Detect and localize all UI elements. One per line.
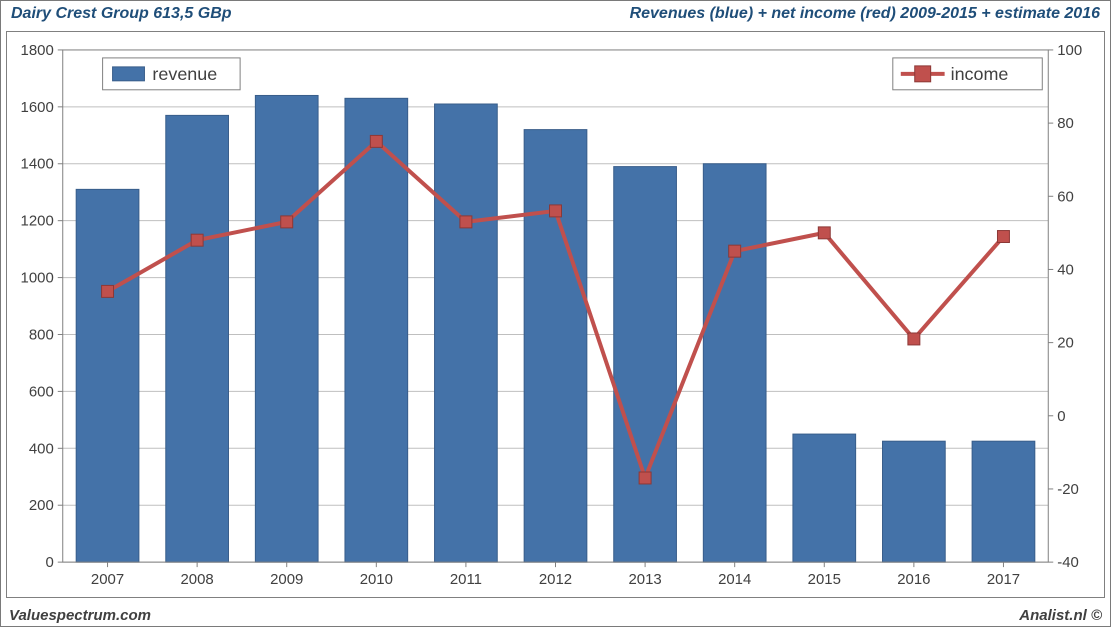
revenue-bar xyxy=(703,164,766,562)
legend-revenue-swatch xyxy=(113,67,145,81)
y-right-tick-label: 60 xyxy=(1057,188,1074,205)
income-marker xyxy=(191,234,203,246)
revenue-bar xyxy=(166,115,229,562)
income-marker xyxy=(639,472,651,484)
chart-svg: 0 200 400 600 800 1000 1200 1400 1600 1800 -40 -20 0… xyxy=(7,32,1104,597)
x-tick-label: 2010 xyxy=(360,571,393,588)
income-marker xyxy=(370,135,382,147)
legend-income-marker xyxy=(915,66,931,82)
x-tick-label: 2017 xyxy=(987,571,1020,588)
revenue-bar xyxy=(345,98,408,562)
x-tick-label: 2009 xyxy=(270,571,303,588)
income-marker xyxy=(460,216,472,228)
y-left-tick-label: 1600 xyxy=(21,99,54,116)
footer: Valuespectrum.com Analist.nl © xyxy=(1,607,1110,624)
income-marker xyxy=(729,245,741,257)
y-right-tick-label: 0 xyxy=(1057,408,1065,425)
footer-right: Analist.nl © xyxy=(1019,607,1102,624)
revenue-bar xyxy=(614,167,677,563)
revenue-bar xyxy=(793,434,856,562)
footer-left: Valuespectrum.com xyxy=(9,607,151,624)
legend-income-label: income xyxy=(951,64,1009,84)
y-left-tick-label: 0 xyxy=(45,554,53,571)
x-tick-label: 2014 xyxy=(718,571,751,588)
y-left-tick-label: 1200 xyxy=(21,213,54,230)
revenue-bar xyxy=(255,95,318,562)
revenue-bar xyxy=(883,441,946,562)
x-tick-label: 2007 xyxy=(91,571,124,588)
revenue-bar xyxy=(76,189,139,562)
y-right-tick-label: 80 xyxy=(1057,115,1074,132)
revenue-bar xyxy=(972,441,1035,562)
income-marker xyxy=(550,205,562,217)
y-right-tick-label: 20 xyxy=(1057,335,1074,352)
y-right-tick-label: 100 xyxy=(1057,42,1082,59)
x-tick-label: 2013 xyxy=(628,571,661,588)
chart-frame: Dairy Crest Group 613,5 GBp Revenues (bl… xyxy=(0,0,1111,627)
x-tick-label: 2011 xyxy=(450,571,482,588)
header: Dairy Crest Group 613,5 GBp Revenues (bl… xyxy=(1,1,1110,33)
y-left-tick-label: 400 xyxy=(29,440,54,457)
income-marker xyxy=(281,216,293,228)
x-tick-label: 2012 xyxy=(539,571,572,588)
y-left-tick-label: 600 xyxy=(29,383,54,400)
y-right-tick-label: -20 xyxy=(1057,481,1079,498)
income-marker xyxy=(997,231,1009,243)
y-left-tick-label: 800 xyxy=(29,326,54,343)
y-right-tick-label: -40 xyxy=(1057,554,1079,571)
revenue-bar xyxy=(524,130,587,563)
y-left-tick-label: 200 xyxy=(29,497,54,514)
x-tick-label: 2015 xyxy=(808,571,841,588)
chart-area: 0 200 400 600 800 1000 1200 1400 1600 1800 -40 -20 0… xyxy=(6,31,1105,598)
x-tick-label: 2016 xyxy=(897,571,930,588)
y-left-tick-label: 1400 xyxy=(21,156,54,173)
income-marker xyxy=(102,285,114,297)
x-tick-label: 2008 xyxy=(181,571,214,588)
y-left-tick-label: 1000 xyxy=(21,270,54,287)
title-right: Revenues (blue) + net income (red) 2009-… xyxy=(630,5,1100,23)
legend-revenue-label: revenue xyxy=(152,64,217,84)
y-right-tick-label: 40 xyxy=(1057,261,1074,278)
y-left-tick-label: 1800 xyxy=(21,42,54,59)
income-marker xyxy=(818,227,830,239)
revenue-bar xyxy=(435,104,498,562)
income-marker xyxy=(908,333,920,345)
title-left: Dairy Crest Group 613,5 GBp xyxy=(11,5,232,23)
